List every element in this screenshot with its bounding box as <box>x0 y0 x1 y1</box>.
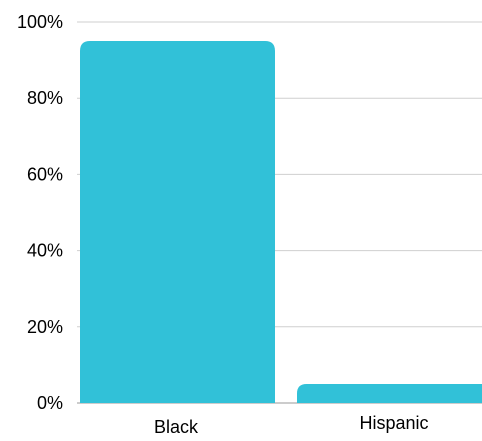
y-tick-label: 60% <box>27 164 63 184</box>
x-tick-label: Black <box>154 417 199 436</box>
y-tick-label: 20% <box>27 317 63 337</box>
bars <box>80 41 482 404</box>
y-tick-label: 80% <box>27 88 63 108</box>
x-tick-label: Hispanic <box>359 413 428 433</box>
y-tick-label: 40% <box>27 241 63 261</box>
x-axis-tick-labels: Black Hispanic <box>154 413 429 437</box>
bar-black <box>80 41 275 404</box>
y-tick-label: 100% <box>17 12 63 32</box>
y-tick-label: 0% <box>37 393 63 413</box>
bar-hispanic <box>297 383 482 403</box>
y-axis-tick-labels: 0% 20% 40% 60% 80% 100% <box>17 12 63 413</box>
